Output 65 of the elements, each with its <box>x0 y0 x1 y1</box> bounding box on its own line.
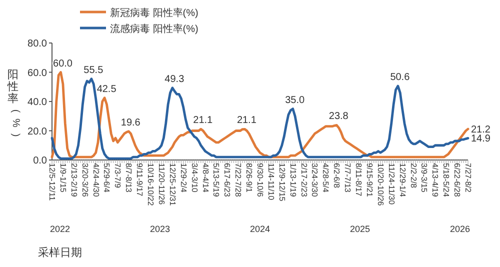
data-label: 55.5 <box>84 64 104 76</box>
x-tick-label: 9/15-9/21 <box>364 163 374 198</box>
data-label: 42.5 <box>96 84 117 95</box>
text: 2026 <box>450 224 470 234</box>
data-label: 21.1 <box>193 115 214 126</box>
x-tick-label: 7/7-7/13 <box>343 163 352 193</box>
x-tick-label: 4/8-4/14 <box>200 163 210 193</box>
x-tick-label: 12/29-1/4 <box>398 163 407 198</box>
x-tick-label: 6/22-6/28 <box>452 163 462 198</box>
x-tick-label: 11/20-11/26 <box>156 163 166 206</box>
text: 2024 <box>250 224 270 234</box>
text: 2023 <box>150 224 170 234</box>
x-tick-label: 3/4-3/10 <box>190 163 199 193</box>
y-axis-title: 阳性率(%) <box>6 69 21 137</box>
data-label: 21.2 <box>471 124 491 136</box>
x-tick-label: 6/2-6/8 <box>332 163 342 188</box>
x-tick-label: 3/9-3/15 <box>420 163 429 193</box>
x-tick-label: 5/18-5/24 <box>442 163 451 198</box>
x-tick-label: 10/20-10/26 <box>376 163 385 206</box>
data-label: 49.3 <box>164 74 185 85</box>
x-tick-label: 12/9-12/15 <box>277 163 286 202</box>
y-tick-label: 60.0 <box>28 68 48 79</box>
y-tick-label: 20.0 <box>28 126 48 138</box>
y-tick-label: 80.0 <box>28 38 48 50</box>
x-tick-label: 3/20-3/26 <box>80 163 90 198</box>
data-label: 50.6 <box>390 72 410 83</box>
x-tick-label: 12/5-12/11 <box>48 163 56 202</box>
x-tick-label: 11/24-11/30 <box>386 163 396 206</box>
x-tick-label: 8/26-9/1 <box>244 163 254 193</box>
x-tick-label: 2/13-2/19 <box>69 163 78 198</box>
x-tick-label: 11/4-11/10 <box>266 163 276 201</box>
y-tick-label: 40.0 <box>28 97 48 108</box>
x-axis-title: 采样日期 <box>38 246 82 259</box>
legend-label: 流感病毒 阳性率(%) <box>110 23 198 35</box>
y-tick-label: 0.0 <box>33 156 48 166</box>
legend-label: 新冠病毒 阳性率(%) <box>110 7 198 19</box>
x-tick-label: 8/7-8/13 <box>124 163 134 193</box>
x-tick-label: 5/13-5/19 <box>212 163 221 198</box>
data-label: 60.0 <box>53 58 73 70</box>
x-tick-label: 7/27-8/2 <box>464 163 472 193</box>
x-tick-label: 9/30-10/6 <box>256 163 264 198</box>
text: 2022 <box>50 224 70 234</box>
x-tick-label: 1/29-2/4 <box>178 163 188 193</box>
x-tick-label: 12/25-12/31 <box>168 163 177 206</box>
x-tick-label: 9/11-9/17 <box>135 163 144 197</box>
x-tick-label: 7/3-7/9 <box>113 163 122 188</box>
data-label: 23.8 <box>328 111 349 122</box>
x-tick-label: 5/29-6/4 <box>102 163 112 193</box>
x-tick-label: 7/22-7/28 <box>234 163 243 198</box>
x-tick-label: 2/17-2/23 <box>299 163 308 198</box>
x-tick-label: 1/9-1/15 <box>58 163 68 193</box>
data-label: 14.9 <box>471 134 491 145</box>
data-label: 35.0 <box>285 94 306 106</box>
x-tick-label: 3/24-3/30 <box>310 163 320 198</box>
x-tick-label: 1/13-1/19 <box>288 163 298 198</box>
x-tick-label: 8/11-8/17 <box>354 163 364 197</box>
data-label: 21.1 <box>236 115 257 126</box>
data-label: 19.6 <box>120 117 141 128</box>
x-tick-label: 4/13-4/19 <box>430 163 440 198</box>
x-tick-label: 10/16-10/22 <box>146 163 156 206</box>
x-tick-label: 6/17-6/23 <box>222 163 232 198</box>
x-tick-label: 4/24-4/30 <box>91 163 100 198</box>
x-tick-label: 2/2-2/8 <box>408 163 418 188</box>
text: 2025 <box>350 224 370 234</box>
x-tick-label: 4/28-5/4 <box>321 163 330 193</box>
